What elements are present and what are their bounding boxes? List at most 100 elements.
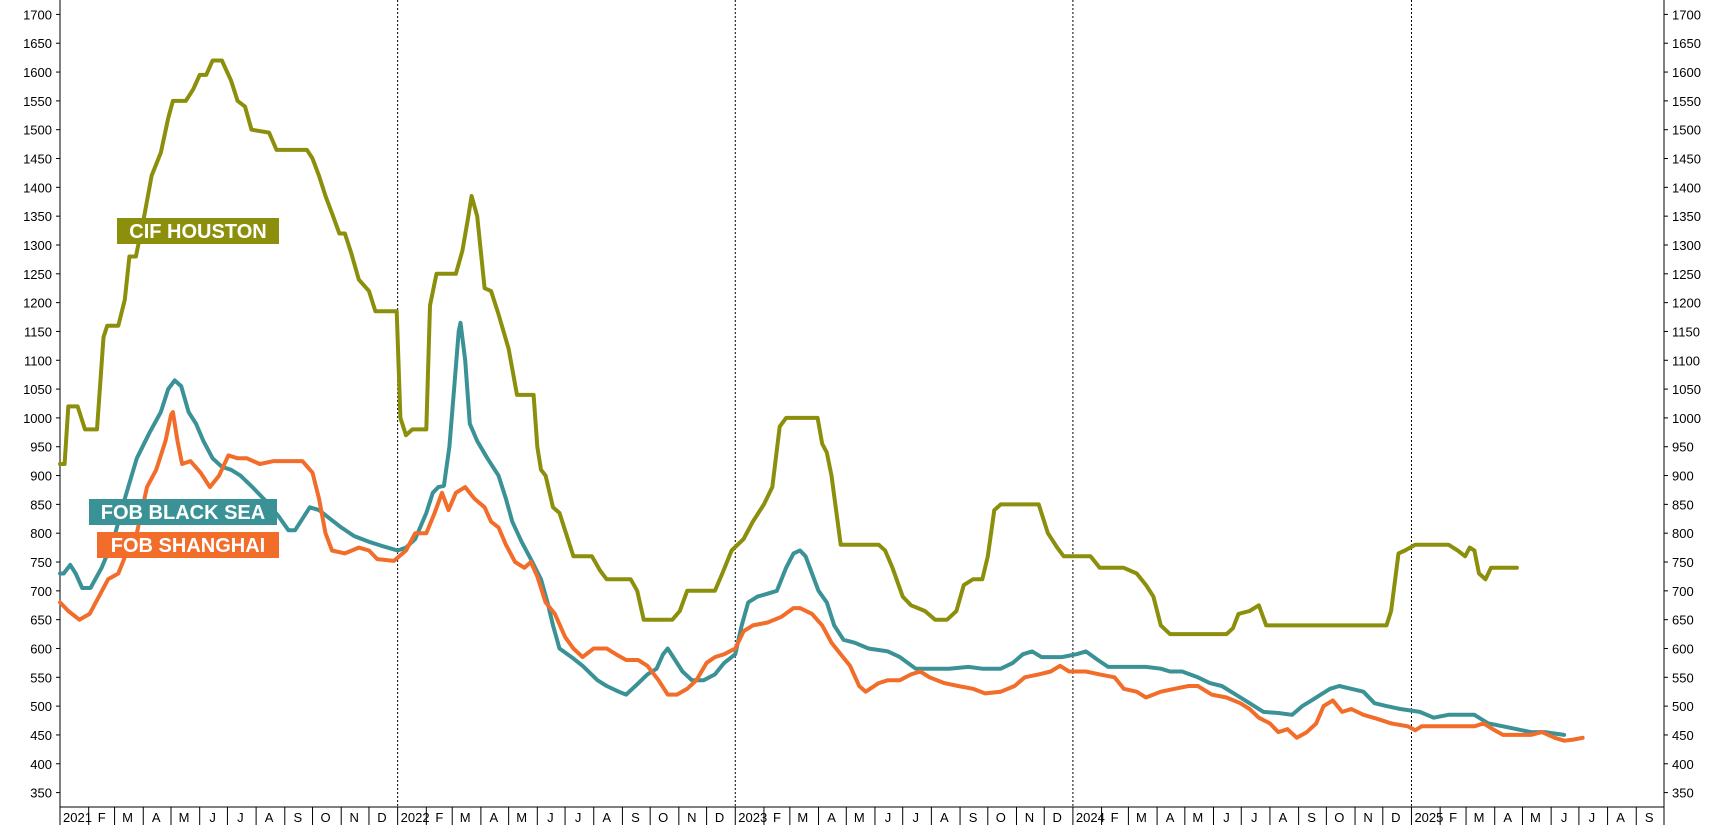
y-tick-label-left: 400 — [30, 757, 52, 772]
x-tick-label: J — [1561, 810, 1568, 825]
x-tick-label: S — [969, 810, 978, 825]
x-tick-label: F — [98, 810, 106, 825]
x-tick-label: M — [1474, 810, 1485, 825]
x-tick-label: M — [122, 810, 133, 825]
series-lines — [58, 58, 1585, 743]
x-tick-label: M — [460, 810, 471, 825]
year-separators — [397, 0, 1412, 807]
x-tick-label: A — [1616, 810, 1625, 825]
x-tick-label: M — [797, 810, 808, 825]
x-tick-label: J — [237, 810, 244, 825]
x-tick-label: F — [1449, 810, 1457, 825]
y-tick-label-right: 850 — [1672, 497, 1694, 512]
y-tick-label-left: 450 — [30, 728, 52, 743]
y-tick-label-right: 550 — [1672, 670, 1694, 685]
x-tick-label: A — [827, 810, 836, 825]
legend: CIF HOUSTON FOB BLACK SEA FOB SHANGHAI — [89, 218, 279, 558]
y-tick-label-left: 1000 — [23, 411, 52, 426]
x-tick-label: J — [547, 810, 554, 825]
series-line-fob-shanghai — [58, 410, 1585, 743]
x-tick-label: M — [1530, 810, 1541, 825]
x-tick-label: O — [320, 810, 330, 825]
x-tick-label: 2023 — [738, 810, 767, 825]
x-tick-label: S — [631, 810, 640, 825]
y-tick-label-left: 1550 — [23, 94, 52, 109]
y-tick-label-right: 1700 — [1672, 7, 1701, 22]
x-tick-label: D — [377, 810, 386, 825]
x-tick-label: S — [293, 810, 302, 825]
y-tick-label-right: 1050 — [1672, 382, 1701, 397]
y-tick-label-left: 1450 — [23, 152, 52, 167]
x-tick-label: J — [575, 810, 582, 825]
y-tick-label-right: 650 — [1672, 613, 1694, 628]
x-tick-label: J — [885, 810, 892, 825]
x-tick-label: M — [854, 810, 865, 825]
y-tick-label-left: 600 — [30, 641, 52, 656]
y-tick-label-left: 1200 — [23, 296, 52, 311]
y-tick-label-right: 1000 — [1672, 411, 1701, 426]
x-tick-label: D — [1391, 810, 1400, 825]
x-tick-label: A — [1279, 810, 1288, 825]
x-tick-label: J — [912, 810, 919, 825]
x-tick-label: N — [1025, 810, 1034, 825]
y-tick-label-left: 1650 — [23, 36, 52, 51]
y-tick-label-left: 700 — [30, 584, 52, 599]
legend-label-cif-houston: CIF HOUSTON — [129, 221, 266, 243]
y-tick-label-left: 850 — [30, 497, 52, 512]
y-tick-label-right: 350 — [1672, 786, 1694, 801]
legend-box-fob-black-sea — [89, 499, 277, 525]
y-tick-label-right: 500 — [1672, 699, 1694, 714]
y-tick-label-left: 1050 — [23, 382, 52, 397]
y-tick-label-left: 1700 — [23, 7, 52, 22]
y-tick-label-right: 450 — [1672, 728, 1694, 743]
x-tick-label: M — [516, 810, 527, 825]
x-tick-label: S — [1645, 810, 1654, 825]
y-tick-label-left: 1600 — [23, 65, 52, 80]
y-tick-label-right: 750 — [1672, 555, 1694, 570]
x-tick-label: N — [350, 810, 359, 825]
legend-label-fob-black-sea: FOB BLACK SEA — [101, 502, 265, 524]
y-tick-label-right: 1600 — [1672, 65, 1701, 80]
x-tick-label: A — [940, 810, 949, 825]
y-tick-label-right: 1500 — [1672, 123, 1701, 138]
x-tick-label: 2021 — [63, 810, 92, 825]
y-tick-label-left: 550 — [30, 670, 52, 685]
y-tick-label-right: 1100 — [1672, 353, 1700, 368]
y-tick-label-left: 1350 — [23, 209, 52, 224]
x-tick-label: F — [1111, 810, 1119, 825]
y-tick-label-left: 1300 — [23, 238, 52, 253]
x-tick-label: M — [179, 810, 190, 825]
y-tick-label-right: 1550 — [1672, 94, 1701, 109]
series-line-fob-black-sea — [58, 320, 1567, 737]
x-tick-label: A — [1503, 810, 1512, 825]
x-tick-label: F — [773, 810, 781, 825]
y-tick-label-right: 1250 — [1672, 267, 1701, 282]
x-tick-label: J — [209, 810, 216, 825]
axes: 350 350 400 400 450 450 500 500 550 550 600 600 650 6… — [23, 0, 1701, 825]
x-tick-label: J — [1589, 810, 1596, 825]
legend-label-fob-shanghai: FOB SHANGHAI — [111, 535, 265, 557]
x-tick-label: A — [602, 810, 611, 825]
y-tick-label-left: 800 — [30, 526, 52, 541]
y-tick-label-right: 700 — [1672, 584, 1694, 599]
y-tick-label-right: 900 — [1672, 469, 1694, 484]
x-tick-label: N — [1363, 810, 1372, 825]
x-tick-label: D — [1053, 810, 1062, 825]
y-tick-label-right: 1150 — [1672, 324, 1700, 339]
x-tick-label: A — [152, 810, 161, 825]
x-tick-label: O — [1334, 810, 1344, 825]
x-tick-label: A — [1166, 810, 1175, 825]
x-tick-label: 2024 — [1076, 810, 1105, 825]
y-tick-label-right: 1300 — [1672, 238, 1701, 253]
legend-box-fob-shanghai — [97, 532, 279, 558]
y-tick-label-right: 1400 — [1672, 180, 1701, 195]
y-tick-label-left: 500 — [30, 699, 52, 714]
x-tick-label: O — [996, 810, 1006, 825]
x-tick-label: 2022 — [401, 810, 430, 825]
y-tick-label-left: 350 — [30, 786, 52, 801]
y-tick-label-right: 1350 — [1672, 209, 1701, 224]
x-tick-label: D — [715, 810, 724, 825]
y-tick-label-right: 1200 — [1672, 296, 1701, 311]
y-tick-label-left: 900 — [30, 469, 52, 484]
y-tick-label-right: 1650 — [1672, 36, 1701, 51]
